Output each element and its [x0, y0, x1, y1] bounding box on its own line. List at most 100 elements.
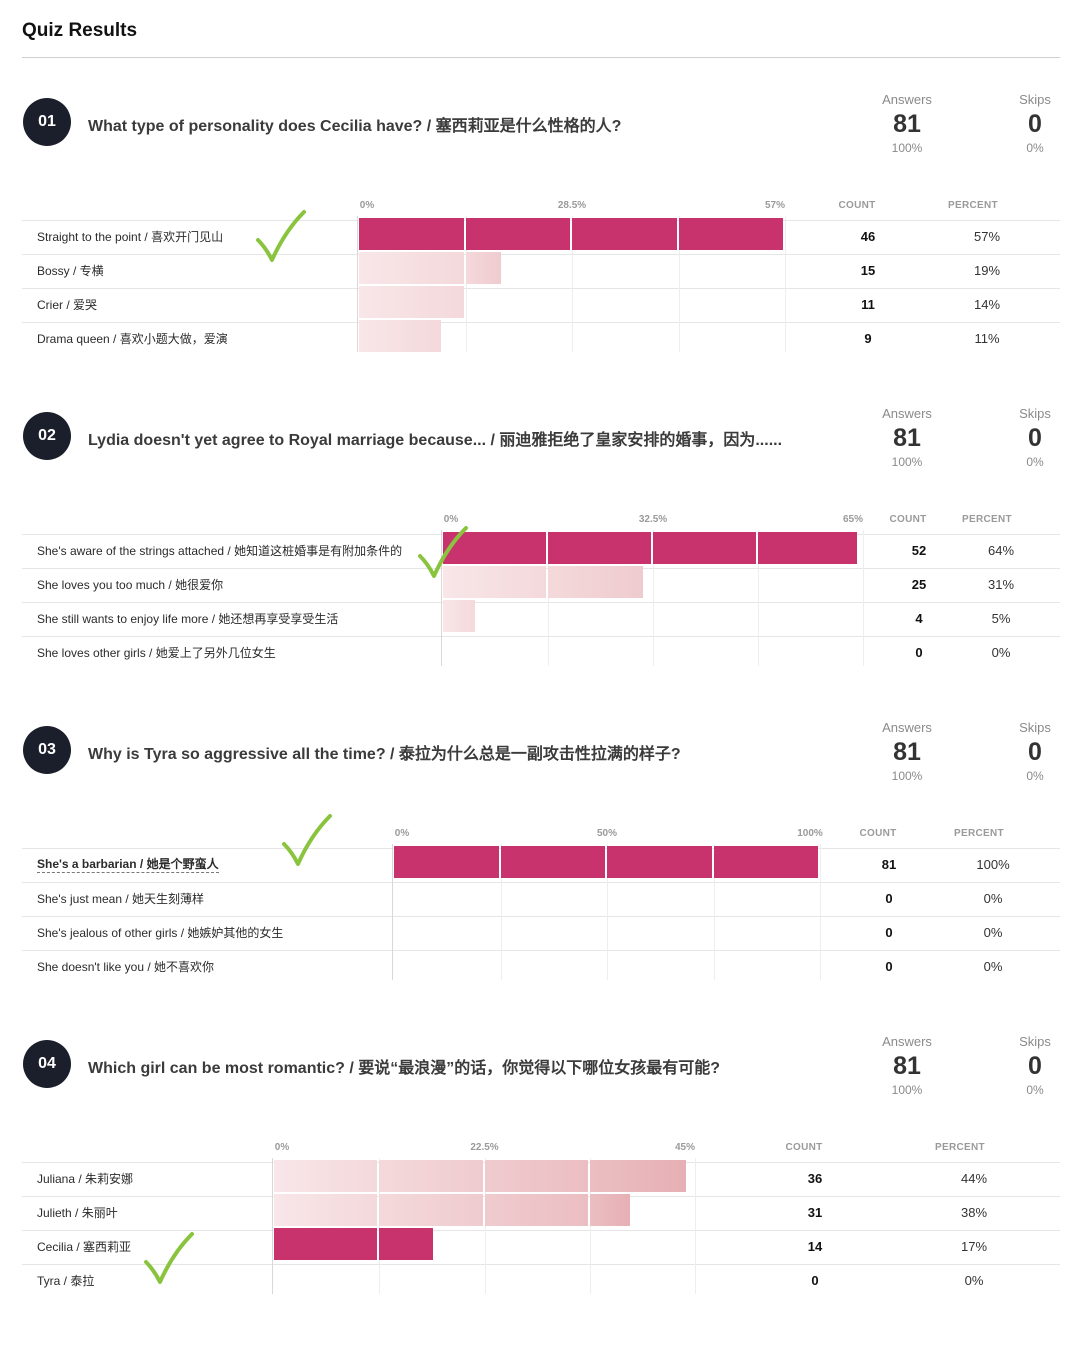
answer-bar	[359, 252, 501, 284]
answer-option-label: She's a barbarian / 她是个野蛮人	[37, 848, 219, 873]
percent-column-header: PERCENT	[935, 1142, 985, 1153]
skips-count: 0	[1028, 738, 1042, 766]
percent-column-header: PERCENT	[962, 514, 1012, 525]
answer-percent: 44%	[960, 1171, 988, 1186]
answers-count: 81	[893, 1052, 921, 1080]
bar-segment	[548, 532, 651, 564]
answer-percent: 5%	[991, 611, 1011, 626]
chart-grid-line	[589, 1158, 591, 1294]
answer-option-label: Julieth / 朱丽叶	[37, 1206, 118, 1220]
question-block: 03 Why is Tyra so aggressive all the time…	[0, 720, 1080, 1034]
answer-percent: 38%	[960, 1205, 988, 1220]
row-divider	[22, 950, 1060, 951]
skips-stat: Skips 0 0%	[990, 720, 1080, 783]
row-divider	[22, 356, 1060, 357]
axis-tick-label: 0%	[359, 200, 375, 211]
skips-percent: 0%	[1026, 1083, 1044, 1097]
answers-stat: Answers 81 100%	[862, 720, 952, 783]
skips-stat: Skips 0 0%	[990, 92, 1080, 155]
answers-percent: 100%	[891, 141, 923, 155]
chart-grid-line	[820, 844, 821, 980]
answer-percent: 0%	[983, 959, 1003, 974]
answer-option-label: She loves you too much / 她很爱你	[37, 578, 224, 592]
row-divider	[22, 322, 1060, 323]
chart-axis-line	[441, 530, 442, 666]
bar-segment	[500, 846, 605, 878]
question-title: Which girl can be most romantic? / 要说“最浪…	[88, 1060, 721, 1077]
answer-count: 25	[911, 577, 927, 592]
bar-segment	[274, 1228, 378, 1260]
row-divider	[22, 288, 1060, 289]
bar-segment	[359, 252, 464, 284]
bar-segment	[484, 1194, 588, 1226]
row-divider	[22, 1298, 1060, 1299]
answer-percent: 14%	[973, 297, 1001, 312]
row-divider	[22, 670, 1060, 671]
answers-label: Answers	[882, 720, 932, 735]
answer-count: 0	[811, 1273, 819, 1288]
answer-count: 14	[807, 1239, 823, 1254]
axis-tick-label: 50%	[596, 828, 618, 839]
axis-tick-label: 0%	[274, 1142, 290, 1153]
bar-segment	[443, 600, 476, 632]
bar-segment	[274, 1160, 378, 1192]
bar-segment	[465, 252, 501, 284]
answers-stat: Answers 81 100%	[862, 92, 952, 155]
axis-tick-label: 32.5%	[638, 514, 668, 525]
correct-answer-check-icon	[282, 814, 332, 866]
row-divider	[22, 1264, 1060, 1265]
answers-percent: 100%	[891, 769, 923, 783]
answer-option-label: She's aware of the strings attached / 她知…	[37, 544, 403, 558]
answer-option-label: She's jealous of other girls / 她嫉妒其他的女生	[37, 926, 284, 940]
answer-option-label: Tyra / 泰拉	[37, 1274, 95, 1288]
row-divider	[22, 254, 1060, 255]
count-column-header: COUNT	[785, 1142, 823, 1153]
axis-tick-label: 100%	[797, 828, 823, 839]
bar-segment	[589, 1160, 686, 1192]
row-divider	[22, 602, 1060, 603]
answer-count: 0	[885, 891, 893, 906]
page-title: Quiz Results	[22, 20, 138, 41]
bar-segment	[379, 1160, 483, 1192]
question-number-badge: 01	[23, 98, 71, 146]
answer-bar	[274, 1194, 630, 1226]
answer-percent: 100%	[976, 857, 1010, 872]
count-column-header: COUNT	[859, 828, 897, 839]
answer-count: 46	[860, 229, 876, 244]
skips-stat: Skips 0 0%	[990, 406, 1080, 469]
answer-percent: 57%	[973, 229, 1001, 244]
axis-tick-label: 45%	[674, 1142, 696, 1153]
percent-column-header: PERCENT	[948, 200, 998, 211]
answer-percent: 0%	[983, 891, 1003, 906]
answer-bar	[443, 566, 644, 598]
chart-grid-line	[572, 216, 573, 352]
answers-stat: Answers 81 100%	[862, 406, 952, 469]
axis-tick-label: 28.5%	[557, 200, 587, 211]
percent-column-header: PERCENT	[954, 828, 1004, 839]
bar-segment	[359, 320, 442, 352]
skips-count: 0	[1028, 1052, 1042, 1080]
bar-segment	[572, 218, 677, 250]
answer-count: 36	[807, 1171, 823, 1186]
answer-option-label: She's just mean / 她天生刻薄样	[37, 892, 205, 906]
answer-percent: 64%	[987, 543, 1015, 558]
row-divider	[22, 636, 1060, 637]
skips-percent: 0%	[1026, 141, 1044, 155]
bar-chart-area	[357, 216, 786, 352]
chart-axis-line	[392, 844, 393, 980]
bar-segment	[359, 218, 464, 250]
skips-percent: 0%	[1026, 769, 1044, 783]
answer-option-label: Bossy / 专横	[37, 264, 104, 278]
answer-count: 15	[860, 263, 876, 278]
bar-segment	[548, 566, 644, 598]
answers-label: Answers	[882, 1034, 932, 1049]
answer-bar	[359, 218, 785, 250]
question-number-badge: 03	[23, 726, 71, 774]
count-column-header: COUNT	[838, 200, 876, 211]
answers-count: 81	[893, 110, 921, 138]
answer-bar	[394, 846, 820, 878]
answer-option-label: She still wants to enjoy life more / 她还想…	[37, 612, 339, 626]
answer-count: 52	[911, 543, 927, 558]
answer-option-label: She loves other girls / 她爱上了另外几位女生	[37, 646, 276, 660]
skips-label: Skips	[1019, 406, 1051, 421]
